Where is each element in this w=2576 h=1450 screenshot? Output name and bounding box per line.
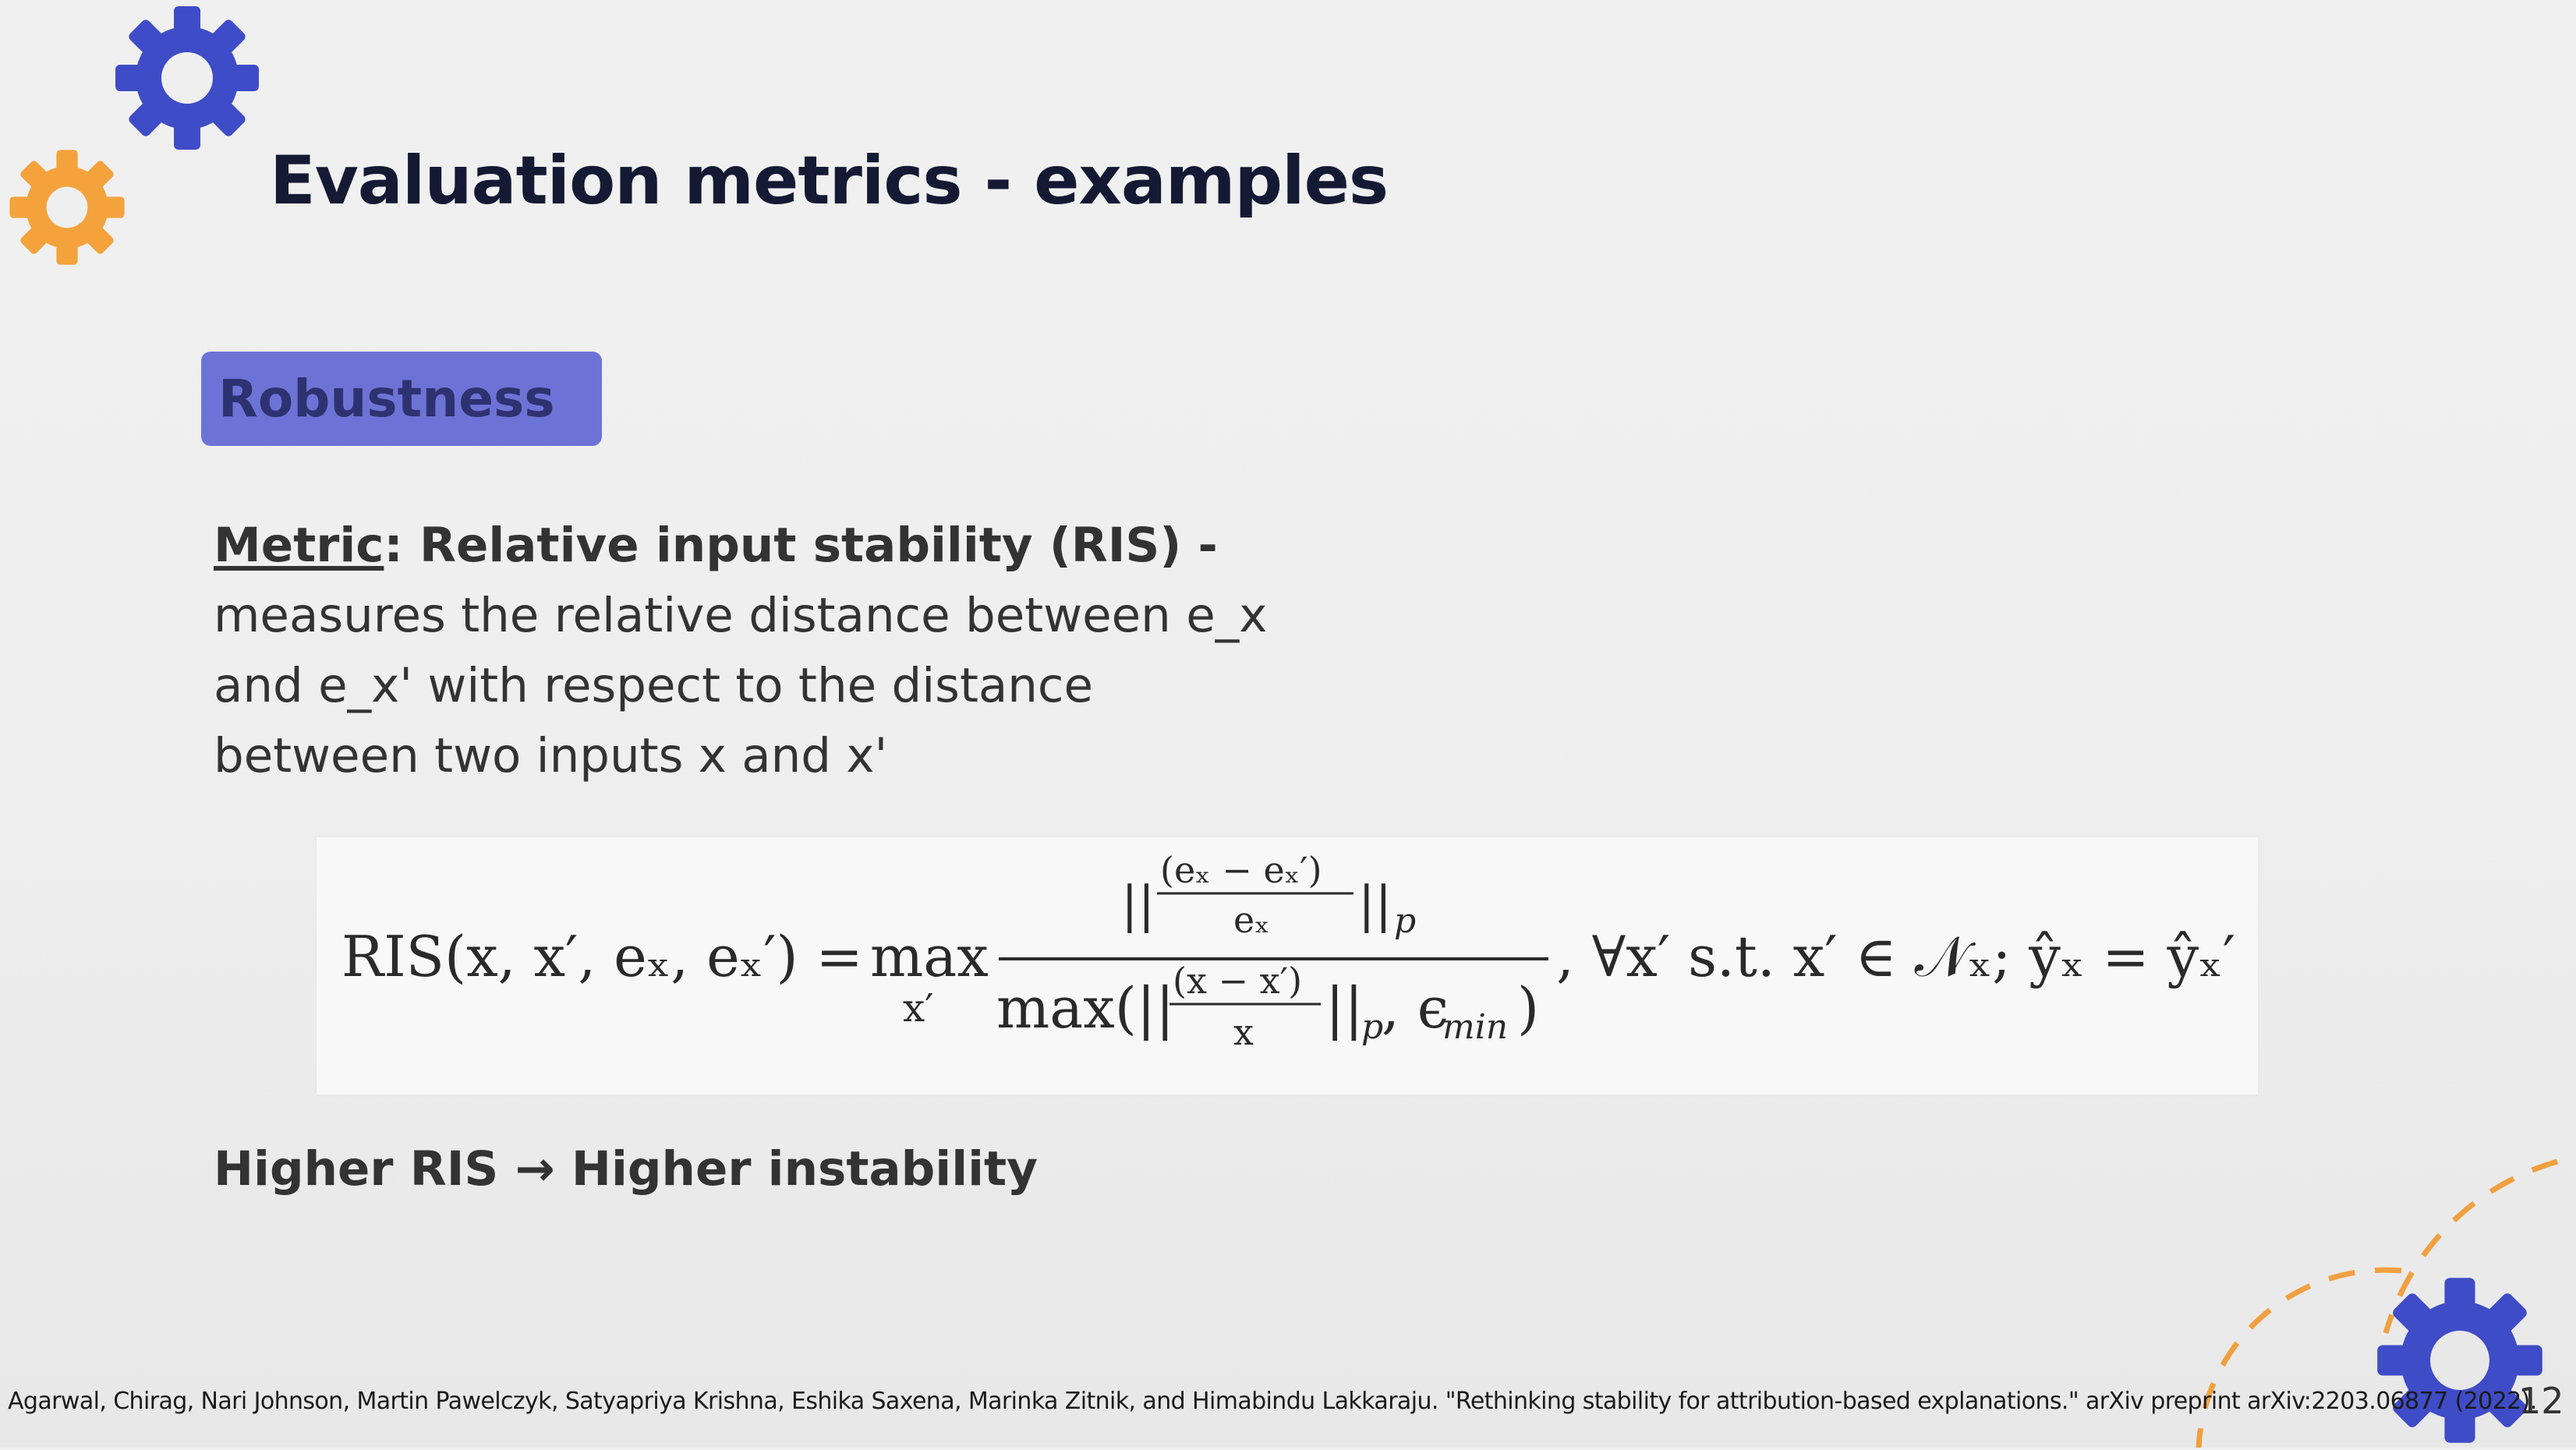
formula-num-bars-left: || — [1121, 876, 1155, 934]
metric-heading: Metric: Relative input stability (RIS) - — [214, 511, 1305, 581]
formula-den-prefix: max(|| — [996, 975, 1174, 1041]
formula-den-frac-top: (x − x′) — [1173, 960, 1302, 1002]
formula-den-tail-sub: min — [1442, 1007, 1508, 1047]
formula-max: max — [870, 924, 989, 989]
gear-icon-orange — [9, 150, 125, 265]
citation: Agarwal, Chirag, Nari Johnson, Martin Pa… — [8, 1388, 2537, 1415]
slide-title: Evaluation metrics - examples — [270, 142, 1389, 220]
formula-den-tail: , ϵ — [1382, 975, 1449, 1041]
section-tag-label: Robustness — [218, 369, 555, 429]
formula-lhs: RIS(x, x′, eₓ, eₓ′) = — [341, 924, 863, 989]
formula-num-frac-bottom: eₓ — [1233, 899, 1270, 941]
page-number: 12 — [2518, 1380, 2564, 1422]
formula-den-sub: p — [1361, 1007, 1383, 1047]
dashed-arcs-decoration — [2196, 1158, 2558, 1448]
formula-den-close: ) — [1517, 975, 1539, 1041]
metric-line-3: between two inputs x and x' — [214, 728, 888, 783]
metric-line-2: and e_x' with respect to the distance — [214, 658, 1093, 713]
formula-num-frac-top: (eₓ − eₓ′) — [1160, 849, 1322, 891]
conclusion: Higher RIS → Higher instability — [214, 1141, 1038, 1197]
formula-rhs: , ∀x′ s.t. x′ ∈ 𝒩ₓ; ŷₓ = ŷₓ′ — [1556, 924, 2235, 989]
formula-num-bars-right: || — [1358, 876, 1392, 934]
section-tag: Robustness — [201, 352, 602, 446]
gear-icon-bottom-right — [2377, 1278, 2542, 1443]
formula-den-frac-bottom: x — [1233, 1011, 1254, 1053]
formula-box: RIS(x, x′, eₓ, eₓ′) = max x′ || (eₓ − eₓ… — [317, 837, 2258, 1095]
formula-den-suffix: || — [1325, 975, 1364, 1041]
metric-description: Metric: Relative input stability (RIS) -… — [214, 511, 1305, 791]
metric-line-1: measures the relative distance between e… — [214, 588, 1268, 643]
ris-formula: RIS(x, x′, eₓ, eₓ′) = max x′ || (eₓ − eₓ… — [341, 849, 2235, 1053]
formula-num-sub: p — [1394, 901, 1416, 941]
formula-max-sub: x′ — [903, 985, 934, 1031]
metric-label: Metric — [214, 518, 384, 573]
gear-icon-blue — [115, 6, 259, 150]
metric-heading-rest: : Relative input stability (RIS) - — [384, 518, 1218, 573]
